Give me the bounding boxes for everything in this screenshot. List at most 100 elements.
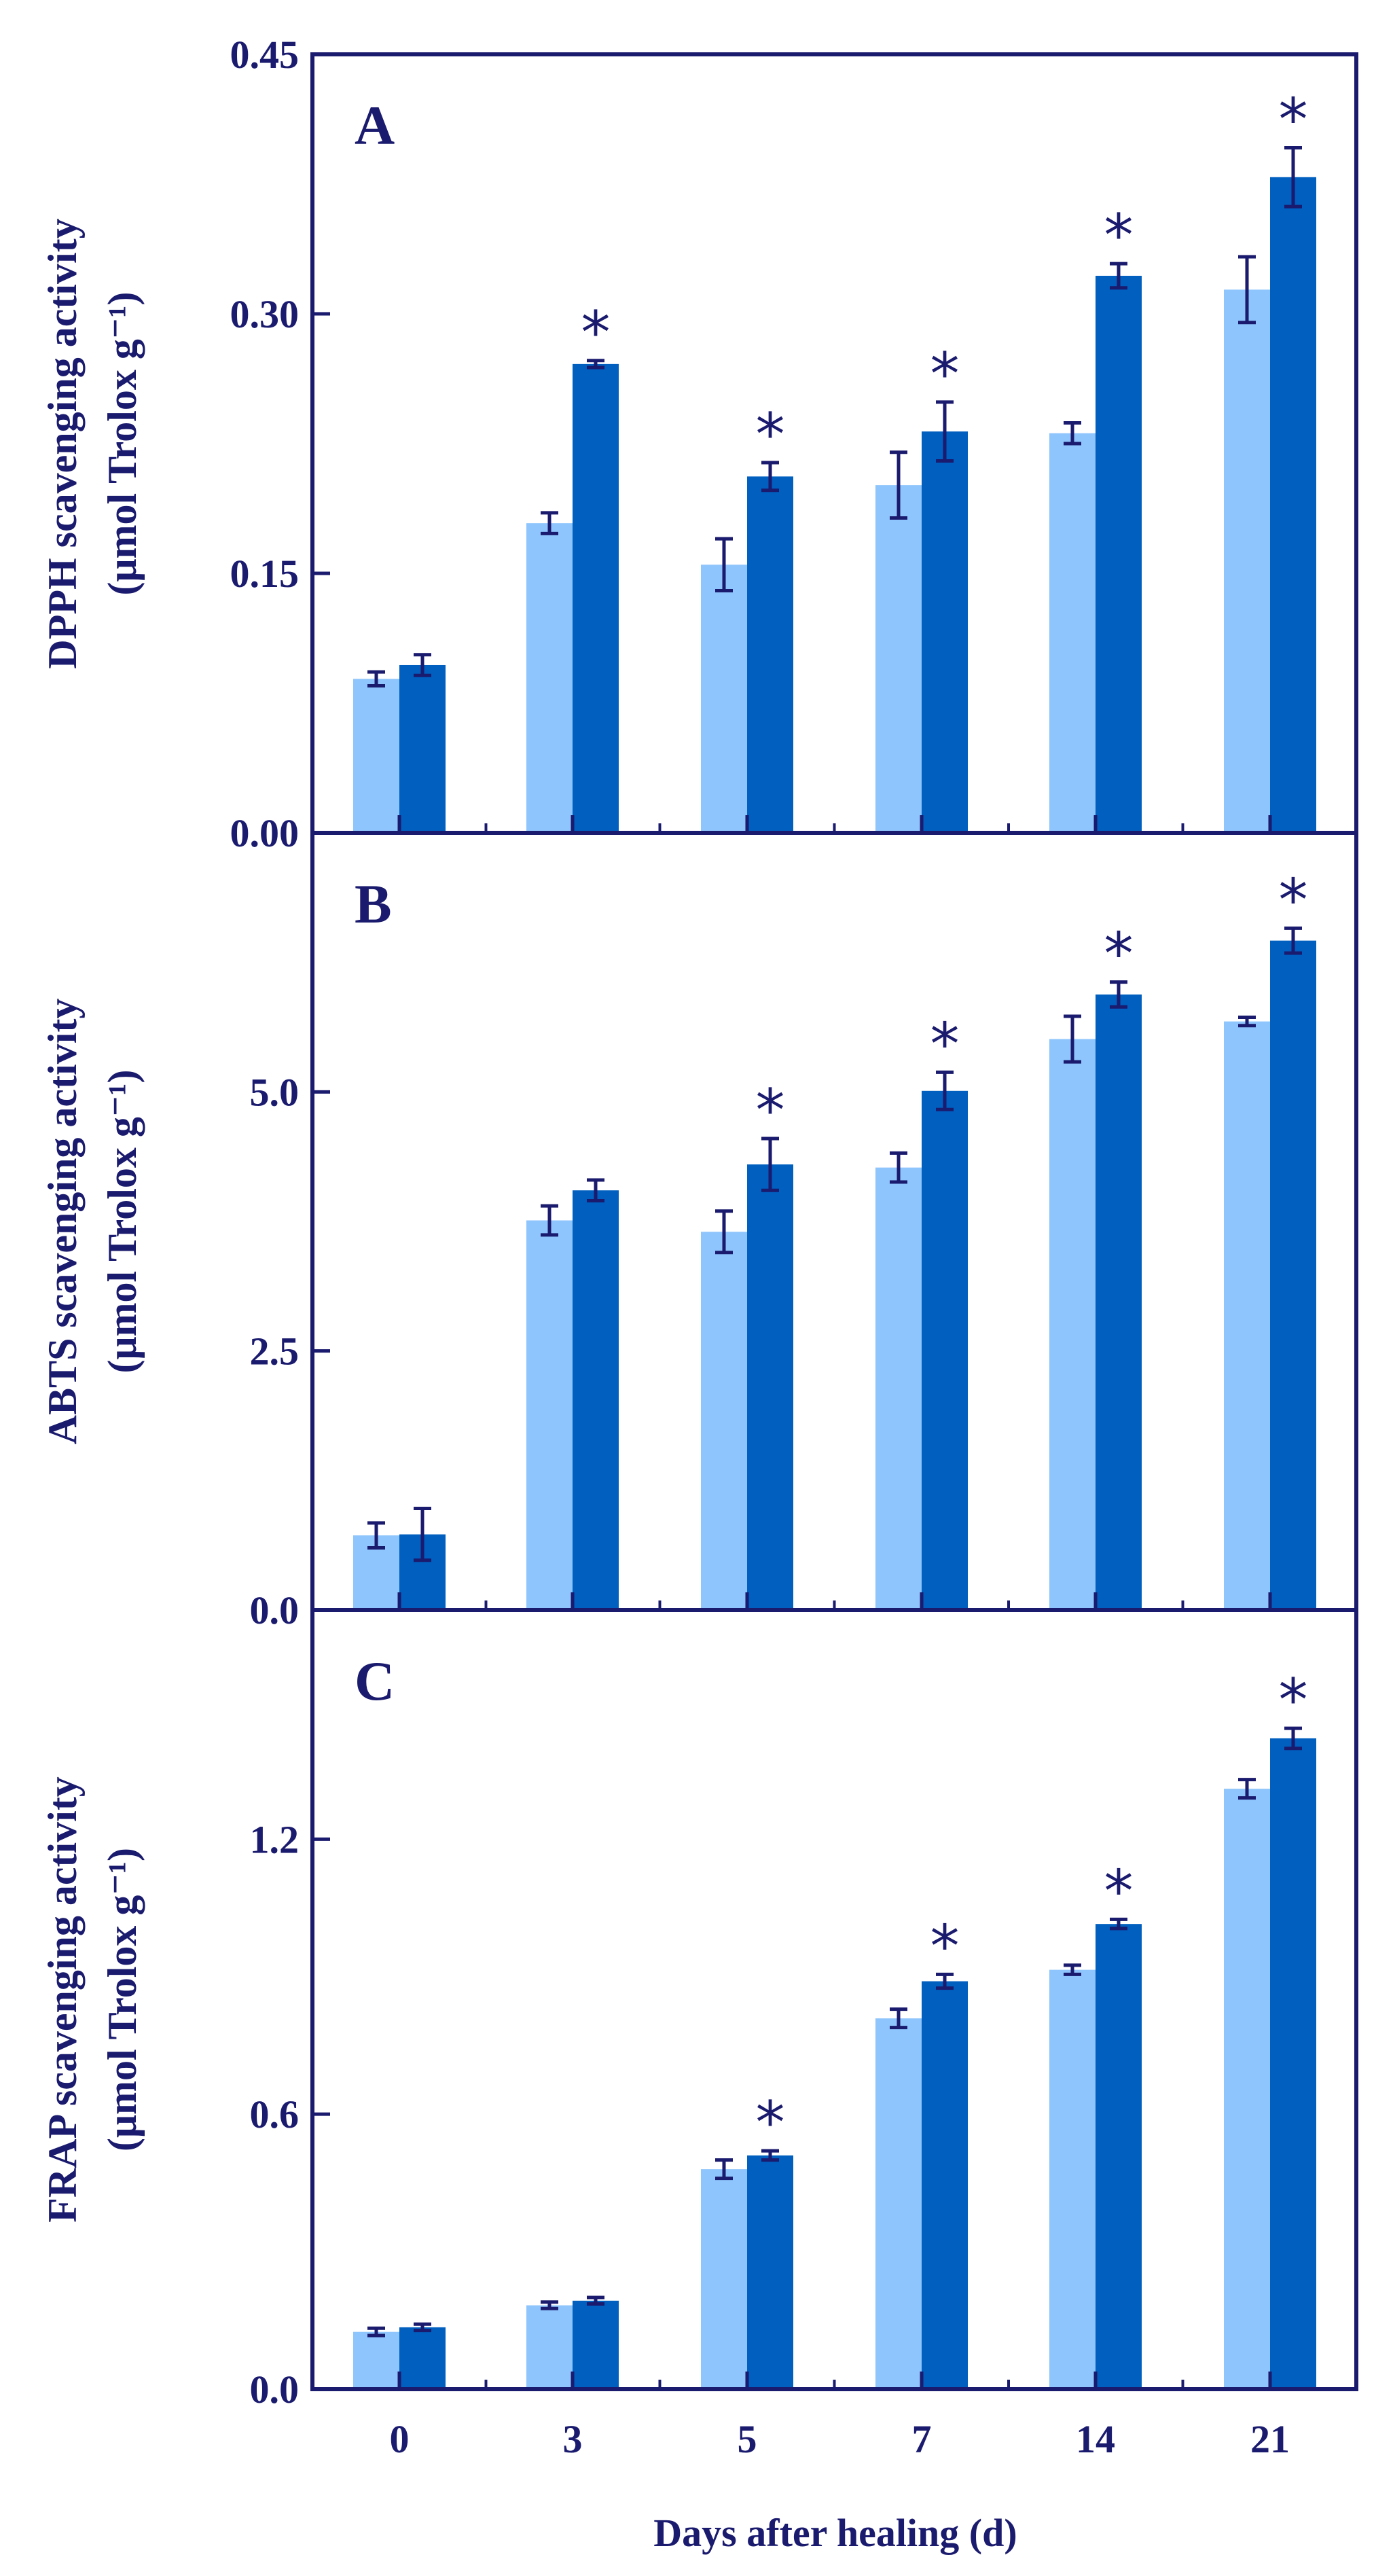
bar-b-s2-21 xyxy=(1270,940,1316,1610)
y-axis-unit-label: (μmol Trolox g⁻¹) xyxy=(100,1070,145,1374)
panel-frame xyxy=(310,1608,1358,2391)
y-tick-label: 5.0 xyxy=(250,1070,300,1114)
bar-b-s2-7 xyxy=(922,1090,968,1610)
bar-b-s2-14 xyxy=(1096,994,1142,1610)
error-bar xyxy=(414,653,431,677)
error-bar xyxy=(1238,255,1256,325)
error-bar xyxy=(761,2149,779,2162)
y-tick-label: 0.00 xyxy=(230,811,300,855)
significance-star: * xyxy=(756,401,785,469)
x-axis-label: Days after healing (d) xyxy=(653,2511,1017,2555)
significance-star: * xyxy=(930,340,960,408)
error-bar xyxy=(1110,262,1127,290)
x-tick-label: 5 xyxy=(738,2417,757,2461)
significance-star: * xyxy=(1104,202,1134,270)
bar-a-s2-7 xyxy=(922,431,968,833)
error-bar xyxy=(414,2322,431,2333)
error-bar xyxy=(936,1070,954,1111)
bar-c-s2-0 xyxy=(399,2327,446,2389)
error-bar xyxy=(1284,1726,1302,1751)
panel-frame xyxy=(310,52,1358,835)
y-axis-unit-label: (μmol Trolox g⁻¹) xyxy=(100,292,145,596)
significance-star: * xyxy=(1104,1857,1134,1925)
panel-letter: C xyxy=(355,1650,395,1712)
error-bar xyxy=(1110,980,1127,1009)
panel-a: * * * * * 0.00 0.15 0.30 0.45 A DPPH scavenging ac… xyxy=(40,33,1358,855)
y-tick-label: 2.5 xyxy=(250,1329,300,1374)
error-bar xyxy=(761,1137,779,1192)
y-axis-label: ABTS scavenging activity xyxy=(40,999,85,1445)
bar-c-s1-3 xyxy=(526,2305,573,2389)
bar-b-s1-5 xyxy=(701,1232,747,1610)
bar-c-s2-14 xyxy=(1096,1924,1142,2389)
error-bar xyxy=(587,2295,604,2306)
bar-c-s2-21 xyxy=(1270,1738,1316,2389)
panel-letter: B xyxy=(355,873,392,935)
error-bar xyxy=(715,1209,733,1255)
error-bar xyxy=(541,1204,558,1237)
x-tick-label: 7 xyxy=(912,2417,932,2461)
bar-a-s2-3 xyxy=(573,363,619,833)
bar-a-s2-0 xyxy=(399,664,446,833)
bar-c-s1-14 xyxy=(1049,1969,1096,2389)
significance-star: * xyxy=(1279,86,1308,154)
x-tick-label: 21 xyxy=(1250,2417,1290,2461)
error-bar xyxy=(890,2007,907,2030)
y-tick-label: 0.45 xyxy=(230,33,300,77)
bar-c-s2-5 xyxy=(747,2155,793,2389)
significance-star: * xyxy=(581,299,611,367)
bar-a-s2-5 xyxy=(747,476,793,833)
error-bar xyxy=(1064,1963,1081,1976)
bar-a-s1-7 xyxy=(875,485,922,833)
error-bar xyxy=(1284,146,1302,209)
bar-a-s1-0 xyxy=(353,679,399,833)
bar-c-s2-3 xyxy=(573,2300,619,2389)
bar-a-s2-14 xyxy=(1096,275,1142,833)
y-axis-unit-label: (μmol Trolox g⁻¹) xyxy=(100,1848,145,2151)
error-bar xyxy=(1110,1917,1127,1931)
significance-star: * xyxy=(930,1912,960,1980)
bar-a-s1-3 xyxy=(526,523,573,833)
y-tick-label: 0.6 xyxy=(250,2092,300,2136)
error-bar xyxy=(587,359,604,370)
error-bar xyxy=(890,1151,907,1184)
panel-c: * * * * 0.0 0.6 1.2 C FRAP scavenging activity (μ… xyxy=(40,1608,1358,2412)
bar-c-s1-0 xyxy=(353,2331,399,2389)
bar-a-s1-21 xyxy=(1224,289,1270,833)
error-bar xyxy=(715,537,733,592)
y-tick-label: 0.0 xyxy=(250,2367,300,2412)
error-bar xyxy=(1064,421,1081,446)
error-bar xyxy=(890,450,907,520)
y-tick-label: 0.15 xyxy=(230,552,300,596)
significance-star: * xyxy=(756,1077,785,1145)
panel-frame xyxy=(310,831,1358,1612)
bar-c-s2-7 xyxy=(922,1981,968,2389)
error-bar xyxy=(1064,1014,1081,1064)
panel-letter: A xyxy=(355,94,395,156)
error-bar xyxy=(936,400,954,463)
error-bar xyxy=(761,461,779,493)
bar-b-s1-14 xyxy=(1049,1039,1096,1610)
significance-star: * xyxy=(1104,920,1134,988)
bar-c-s1-5 xyxy=(701,2169,747,2389)
bar-b-s1-3 xyxy=(526,1220,573,1610)
bar-b-s2-3 xyxy=(573,1190,619,1610)
error-bar xyxy=(936,1972,954,1990)
y-tick-label: 1.2 xyxy=(250,1817,300,1861)
error-bar xyxy=(541,511,558,535)
x-tick-label: 0 xyxy=(390,2417,410,2461)
error-bar xyxy=(367,1521,385,1550)
error-bar xyxy=(1284,926,1302,955)
y-axis-label: FRAP scavenging activity xyxy=(40,1776,85,2223)
x-tick-label: 14 xyxy=(1076,2417,1115,2461)
bar-c-s1-7 xyxy=(875,2018,922,2389)
bar-a-s1-5 xyxy=(701,565,747,833)
bar-b-s1-21 xyxy=(1224,1021,1270,1610)
bar-b-s2-5 xyxy=(747,1164,793,1610)
bar-b-s1-7 xyxy=(875,1167,922,1610)
panel-b: * * * * 0.0 2.5 5.0 B ABTS scavenging activity (μ… xyxy=(40,831,1358,1632)
error-bar xyxy=(587,1178,604,1202)
significance-star: * xyxy=(930,1010,960,1078)
y-axis-label: DPPH scavenging activity xyxy=(40,218,85,668)
